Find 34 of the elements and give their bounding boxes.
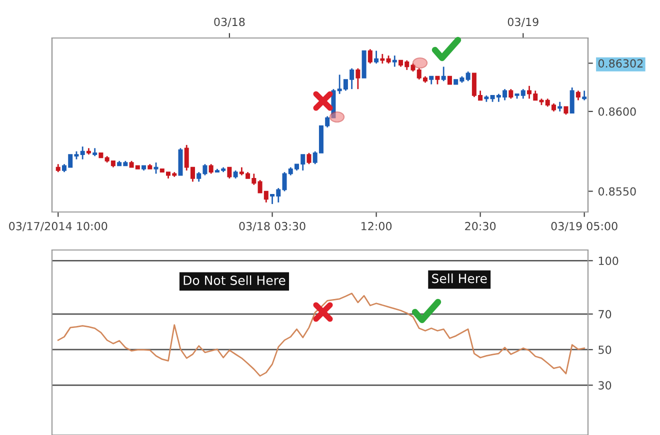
x-tick-label: 03/17/2014 10:00	[9, 222, 108, 232]
candlestick	[208, 163, 214, 174]
y-tick-label: 70	[598, 310, 612, 318]
candlestick	[582, 90, 587, 101]
candlestick	[508, 88, 514, 100]
y-tick-label: 0.86302	[598, 59, 643, 68]
y-tick-label: 50	[598, 346, 612, 354]
annotation: Sell Here	[432, 274, 487, 284]
x-tick-label: 03/19 05:00	[551, 222, 618, 232]
y-tick-label: 0.8600	[598, 107, 636, 116]
candlestick	[306, 152, 312, 165]
candlestick	[441, 66, 446, 82]
candlestick	[227, 166, 232, 180]
candlestick	[374, 50, 379, 64]
candlestick	[570, 86, 574, 114]
candlestick	[392, 54, 397, 68]
candlestick	[356, 68, 360, 90]
x-tick-label: 20:30	[465, 222, 496, 230]
x-tick-label: 03/18 03:30	[239, 222, 306, 232]
candlestick	[368, 48, 372, 64]
candlestick	[380, 53, 385, 64]
y-tick-label: 100	[598, 256, 618, 266]
candlestick	[558, 101, 562, 112]
annotation: Do Not Sell Here	[184, 275, 286, 286]
x-tick-label: 12:00	[362, 222, 392, 230]
candlestick	[80, 146, 85, 160]
y-tick-label: 0.8550	[598, 187, 636, 196]
line-series	[57, 292, 586, 377]
candlestick	[576, 90, 580, 101]
x2-tick-label: 03/18	[214, 18, 245, 27]
y-tick-label: 30	[598, 381, 612, 390]
x2-tick-label: 03/19	[508, 18, 538, 27]
candlestick	[466, 70, 470, 82]
candlestick	[154, 162, 158, 174]
